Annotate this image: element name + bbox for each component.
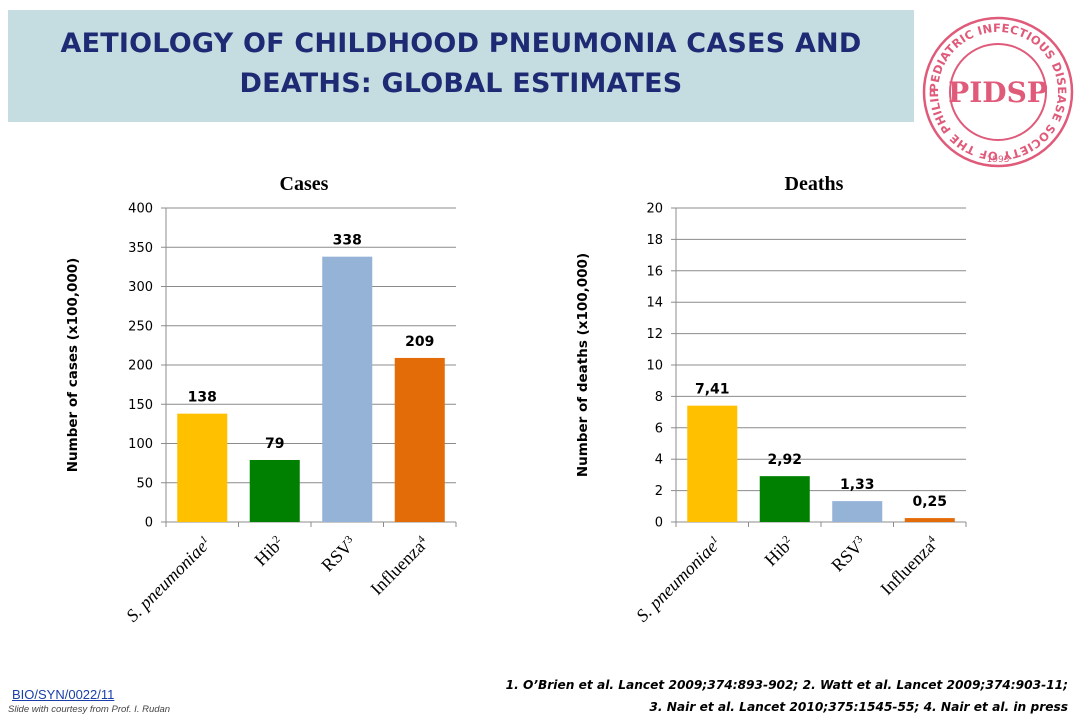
slide-title: AETIOLOGY OF CHILDHOOD PNEUMONIA CASES A… (8, 24, 914, 104)
cases-chart: Cases Number of cases (x100,000) 0 50 100 150… (65, 173, 457, 626)
cases-bar-rsv (322, 256, 373, 522)
courtesy-note: Slide with courtesy from Prof. I. Rudan (8, 704, 171, 715)
logo-year: 1993 (987, 155, 1010, 165)
deaths-bar-hib (759, 476, 810, 522)
logo-inner-ring (949, 43, 1047, 141)
deaths-category-label-influenza: Influenza4 (876, 532, 942, 598)
cases-y-tick-label: 150 (128, 398, 153, 413)
cases-bar-influenza (394, 357, 445, 522)
slide-title-line-1: AETIOLOGY OF CHILDHOOD PNEUMONIA CASES A… (60, 28, 862, 59)
deaths-y-tick-label: 20 (646, 202, 663, 217)
deaths-y-tick-label: 2 (655, 484, 663, 499)
document-code-link[interactable]: BIO/SYN/0022/11 (12, 687, 115, 702)
cases-data-label-s-pneumoniae: 138 (188, 390, 217, 406)
cases-y-tick-label: 400 (128, 202, 153, 217)
cases-y-tick-label: 100 (128, 437, 153, 452)
deaths-y-tick-label: 12 (646, 327, 663, 342)
deaths-bar-influenza (904, 518, 955, 522)
deaths-data-label-rsv: 1,33 (840, 477, 875, 493)
cases-y-tick-label: 200 (128, 359, 153, 374)
deaths-y-tick-label: 4 (655, 453, 663, 468)
deaths-y-tick-label: 0 (655, 516, 663, 531)
cases-data-label-rsv: 338 (333, 233, 362, 249)
deaths-chart: Deaths Number of deaths (x100,000) 0 2 4 6 8 10… (575, 173, 967, 626)
cases-y-tick-label: 250 (128, 319, 153, 334)
cases-category-label-hib: Hib2 (250, 533, 287, 570)
logo-outer-ring (922, 16, 1074, 168)
cases-y-tick-label: 50 (136, 476, 153, 491)
deaths-data-label-s-pneumoniae: 7,41 (695, 382, 730, 398)
deaths-data-label-hib: 2,92 (767, 452, 802, 468)
deaths-y-tick-label: 14 (646, 296, 663, 311)
cases-category-label-s-pneumoniae: S. pneumoniae1 (122, 533, 215, 626)
deaths-y-tick-label: 6 (655, 421, 663, 436)
cases-y-tick-label: 0 (145, 516, 153, 531)
slide-title-line-2: DEATHS: GLOBAL ESTIMATES (239, 68, 683, 99)
cases-y-tick-label: 350 (128, 241, 153, 256)
references: 1. O’Brien et al. Lancet 2009;374:893-90… (506, 674, 1068, 718)
title-banner (8, 10, 914, 122)
society-logo: PEDIATRIC INFECTIOUS DISEASE SOCIETY OF … (920, 14, 1074, 168)
cases-bar-hib (249, 459, 300, 522)
deaths-y-axis-label: Number of deaths (x100,000) (575, 253, 591, 477)
deaths-data-label-influenza: 0,25 (912, 494, 947, 510)
deaths-y-tick-label: 10 (646, 359, 663, 374)
deaths-y-tick-label: 16 (646, 264, 663, 279)
deaths-y-tick-label: 8 (655, 390, 663, 405)
cases-data-label-influenza: 209 (405, 334, 434, 350)
cases-category-label-influenza: Influenza4 (366, 532, 432, 598)
deaths-category-label-s-pneumoniae: S. pneumoniae1 (632, 533, 725, 626)
cases-y-tick-label: 300 (128, 280, 153, 295)
cases-y-axis-label: Number of cases (x100,000) (65, 258, 81, 473)
references-line-1: 1. O’Brien et al. Lancet 2009;374:893-90… (505, 678, 1068, 692)
cases-category-label-rsv: RSV3 (317, 532, 360, 575)
logo-mark: PIDSP (948, 76, 1048, 109)
deaths-category-label-rsv: RSV3 (827, 532, 870, 575)
cases-data-label-hib: 79 (265, 436, 284, 452)
deaths-chart-title: Deaths (785, 173, 844, 195)
cases-chart-title: Cases (280, 173, 329, 195)
cases-bar-s-pneumoniae (177, 413, 228, 522)
deaths-category-label-hib: Hib2 (760, 533, 797, 570)
deaths-bar-s-pneumoniae (687, 405, 738, 522)
deaths-y-tick-label: 18 (646, 233, 663, 248)
deaths-bar-rsv (832, 501, 883, 522)
references-line-2: 3. Nair et al. Lancet 2010;375:1545-55; … (649, 700, 1068, 714)
